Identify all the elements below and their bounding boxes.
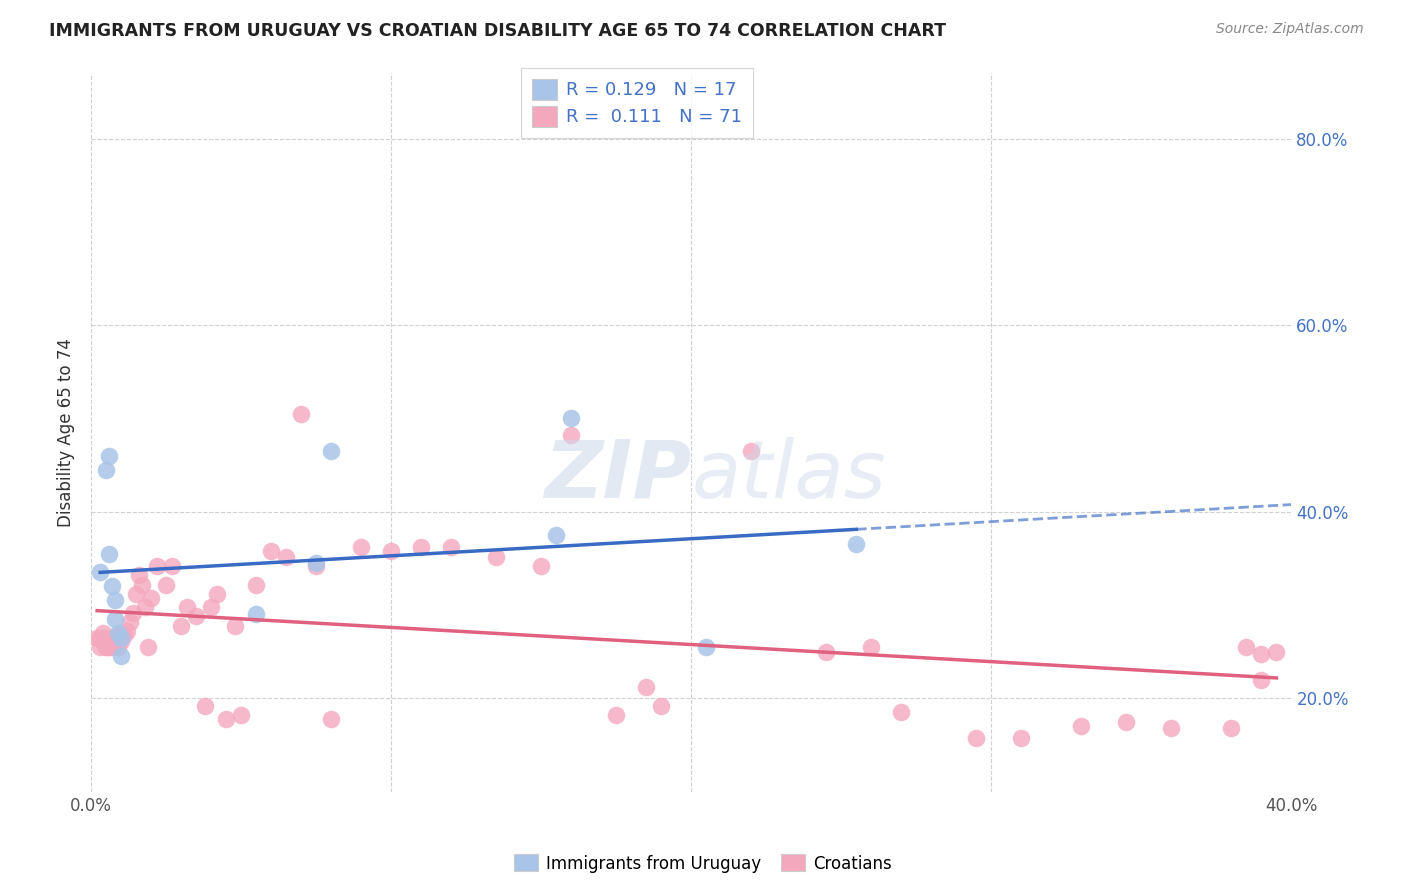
Point — [650, 698, 672, 713]
Point — [146, 558, 169, 573]
Text: ZIP: ZIP — [544, 436, 692, 515]
Text: atlas: atlas — [692, 436, 886, 515]
Point — [112, 628, 135, 642]
Point — [104, 631, 127, 645]
Point — [890, 706, 912, 720]
Point — [1010, 731, 1032, 745]
Point — [91, 626, 114, 640]
Point — [122, 606, 145, 620]
Point — [845, 537, 868, 551]
Point — [260, 544, 283, 558]
Point — [107, 628, 129, 642]
Point — [89, 640, 111, 654]
Point — [1220, 721, 1243, 735]
Point — [1070, 719, 1092, 733]
Point — [96, 640, 118, 654]
Point — [136, 640, 159, 654]
Point — [560, 428, 582, 442]
Point — [1236, 640, 1258, 654]
Point — [98, 640, 121, 654]
Point — [96, 631, 118, 645]
Point — [96, 640, 118, 654]
Point — [1265, 645, 1288, 659]
Point — [131, 577, 153, 591]
Point — [305, 556, 328, 570]
Point — [200, 599, 222, 614]
Point — [101, 579, 124, 593]
Point — [134, 599, 156, 614]
Point — [141, 591, 163, 605]
Point — [170, 618, 193, 632]
Point — [101, 640, 124, 654]
Point — [104, 593, 127, 607]
Point — [101, 637, 124, 651]
Point — [98, 449, 121, 463]
Point — [231, 708, 253, 723]
Point — [110, 649, 132, 664]
Point — [98, 547, 121, 561]
Point — [546, 528, 568, 542]
Point — [1160, 721, 1182, 735]
Point — [290, 407, 312, 421]
Point — [104, 637, 127, 651]
Point — [98, 635, 121, 649]
Point — [205, 587, 228, 601]
Point — [305, 558, 328, 573]
Point — [86, 631, 108, 645]
Point — [1115, 714, 1137, 729]
Point — [89, 566, 111, 580]
Point — [530, 558, 553, 573]
Point — [860, 640, 883, 654]
Y-axis label: Disability Age 65 to 74: Disability Age 65 to 74 — [58, 338, 75, 527]
Point — [101, 631, 124, 645]
Point — [128, 568, 150, 582]
Point — [115, 624, 138, 639]
Point — [125, 587, 148, 601]
Point — [160, 558, 183, 573]
Point — [1250, 673, 1272, 687]
Point — [740, 444, 762, 458]
Point — [91, 635, 114, 649]
Point — [194, 698, 217, 713]
Text: IMMIGRANTS FROM URUGUAY VS CROATIAN DISABILITY AGE 65 TO 74 CORRELATION CHART: IMMIGRANTS FROM URUGUAY VS CROATIAN DISA… — [49, 22, 946, 40]
Point — [110, 626, 132, 640]
Point — [104, 612, 127, 626]
Point — [815, 645, 838, 659]
Point — [605, 708, 627, 723]
Point — [245, 607, 267, 622]
Point — [107, 626, 129, 640]
Point — [695, 640, 717, 654]
Point — [380, 544, 402, 558]
Point — [321, 444, 343, 458]
Point — [110, 631, 132, 645]
Legend: Immigrants from Uruguay, Croatians: Immigrants from Uruguay, Croatians — [508, 847, 898, 880]
Point — [186, 609, 208, 624]
Point — [245, 577, 267, 591]
Point — [276, 549, 298, 564]
Point — [176, 599, 198, 614]
Point — [224, 618, 246, 632]
Point — [440, 540, 463, 554]
Point — [107, 640, 129, 654]
Point — [110, 633, 132, 648]
Text: Source: ZipAtlas.com: Source: ZipAtlas.com — [1216, 22, 1364, 37]
Point — [560, 411, 582, 425]
Point — [485, 549, 508, 564]
Point — [1250, 647, 1272, 661]
Point — [636, 680, 658, 694]
Point — [96, 463, 118, 477]
Point — [321, 712, 343, 726]
Point — [155, 577, 177, 591]
Point — [215, 712, 238, 726]
Point — [411, 540, 433, 554]
Point — [965, 731, 987, 745]
Point — [350, 540, 373, 554]
Point — [120, 615, 142, 629]
Legend: R = 0.129   N = 17, R =  0.111   N = 71: R = 0.129 N = 17, R = 0.111 N = 71 — [522, 68, 754, 137]
Point — [89, 631, 111, 645]
